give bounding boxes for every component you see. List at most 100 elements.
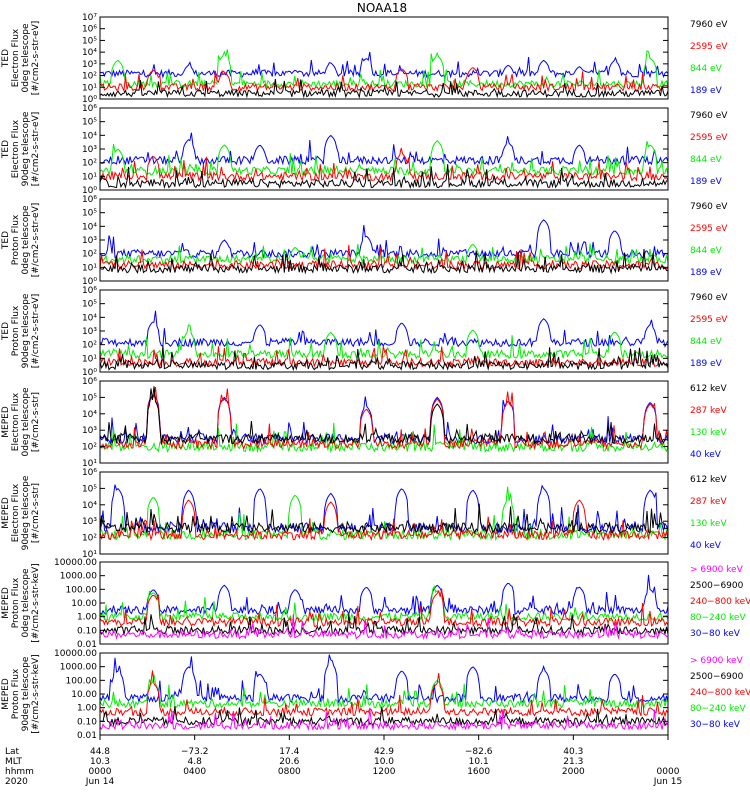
legend-entry: 2595 eV [690, 315, 728, 325]
legend-entry: 7960 eV [690, 293, 728, 303]
y-tick-label: 10000.00 [54, 558, 97, 568]
series-line--6900-kev [99, 614, 668, 641]
y-tick-label: 10000.00 [54, 649, 97, 659]
x-tick-label-date: Jun 14 [85, 777, 115, 787]
y-tick-label: 10⁶ [82, 377, 97, 387]
series-line-612-kev [99, 503, 669, 535]
legend-entry: 189 eV [690, 268, 723, 278]
y-tick-label: 10⁰ [82, 368, 97, 378]
legend-entry: 612 keV [690, 475, 727, 485]
series-line-189-ev [99, 310, 669, 349]
panel-8: 0.01 0.10 1.00 10.00 100.00 1000.00 10000.00 ME… [1, 649, 750, 741]
legend-entry: 30−80 keV [690, 720, 741, 730]
y-tick-label: 10¹ [82, 459, 97, 469]
y-axis-label: 0deg telescope [21, 387, 31, 457]
y-axis-label: 90deg telescope [21, 111, 31, 186]
legend-entry: 287 keV [690, 406, 727, 416]
legend-entry: 240−800 keV [690, 597, 750, 607]
y-axis-label: 90deg telescope [21, 293, 31, 368]
x-tick-label-lat: 40.3 [563, 747, 583, 757]
y-tick-label: 0.01 [77, 640, 97, 650]
y-tick-label: 100.00 [66, 676, 98, 686]
y-tick-label: 10⁶ [82, 25, 97, 35]
panel-4: 10⁰ 10¹ 10² 10³ 10⁴ 10⁵ 10⁶ TED Proton Flux 90deg… [1, 286, 728, 378]
y-tick-label: 1.00 [77, 704, 97, 714]
y-tick-label: 10⁵ [82, 393, 97, 403]
y-axis-label: Electron Flux [11, 28, 21, 87]
y-tick-label: 10⁵ [82, 300, 97, 310]
panel-2: 10⁰ 10¹ 10² 10³ 10⁴ 10⁵ 10⁶ TED Electron Flux 90d… [1, 104, 728, 196]
legend-entry: 7960 eV [690, 20, 728, 30]
series-line-7960-ev [99, 78, 669, 99]
series-line-7960-ev [99, 345, 669, 372]
y-axis-label: [#/cm2-s-str] [31, 392, 41, 452]
y-tick-label: 100.00 [66, 585, 98, 595]
series-line-189-ev [99, 51, 669, 79]
y-axis-label: MEPED [1, 678, 11, 710]
y-tick-label: 10⁴ [82, 48, 97, 58]
series-line-612-kev [99, 386, 669, 446]
x-tick-label-lat: 42.9 [374, 747, 394, 757]
y-axis-label: [#/cm2-s-str-keV] [31, 563, 41, 642]
y-axis-label: TED [1, 140, 11, 159]
y-tick-label: 10⁴ [82, 131, 97, 141]
legend-entry: 189 eV [690, 177, 723, 187]
y-tick-label: 10² [82, 250, 97, 260]
y-tick-label: 10⁰ [82, 95, 97, 105]
y-tick-label: 10¹ [82, 83, 97, 93]
series-line-7960-ev [99, 249, 669, 275]
y-tick-label: 10⁶ [82, 104, 97, 114]
y-axis-label: [#/cm2-s-str-eV] [31, 203, 41, 278]
series-line-240-800-kev [99, 588, 669, 628]
y-axis-label: Electron Flux [11, 483, 21, 542]
y-tick-label: 10.00 [71, 599, 97, 609]
series-line-7960-ev [99, 164, 669, 190]
legend-entry: 2595 eV [690, 224, 728, 234]
panel-frame [99, 471, 669, 555]
x-tick-label-lat: −73.2 [181, 747, 209, 757]
series-line-2595-ev [99, 147, 669, 183]
series-line-2595-ev [99, 67, 669, 93]
y-tick-label: 10¹ [82, 354, 97, 364]
legend-entry: > 6900 keV [690, 565, 744, 575]
y-tick-label: 10³ [82, 236, 97, 246]
x-tick-label-mlt: 10.1 [469, 757, 489, 767]
x-row-label: MLT [5, 757, 23, 767]
series-line-844-ev [99, 49, 669, 90]
legend-entry: 612 keV [690, 384, 727, 394]
y-tick-label: 10¹ [82, 172, 97, 182]
y-tick-label: 10³ [82, 327, 97, 337]
panel-frame [99, 198, 669, 282]
legend-entry: 130 keV [690, 428, 727, 438]
x-tick-label-mlt: 4.8 [188, 757, 203, 767]
y-tick-label: 10³ [82, 517, 97, 527]
y-tick-label: 10⁴ [82, 222, 97, 232]
y-axis-label: Electron Flux [11, 392, 21, 451]
y-axis-label: 90deg telescope [21, 475, 31, 550]
y-axis-label: Proton Flux [11, 214, 21, 265]
y-axis-label: 0deg telescope [21, 205, 31, 275]
legend-entry: 189 eV [690, 359, 723, 369]
x-tick-label-mlt: 20.6 [279, 757, 299, 767]
y-tick-label: 0.01 [77, 731, 97, 741]
y-axis-label: TED [1, 322, 11, 341]
x-row-label: Lat [5, 747, 20, 757]
y-tick-label: 10⁰ [82, 186, 97, 196]
legend-entry: 844 eV [690, 246, 723, 256]
x-tick-label-lat: 44.8 [90, 747, 110, 757]
y-axis-label: [#/cm2-s-str-eV] [31, 294, 41, 369]
x-tick-label-hhmm: 1200 [373, 767, 396, 777]
y-axis-label: MEPED [1, 587, 11, 619]
y-tick-label: 10² [82, 159, 97, 169]
series-line-40-kev [99, 394, 669, 446]
series-line-30-80-kev [99, 574, 669, 616]
series-line-844-ev [99, 140, 669, 177]
y-axis-label: TED [1, 231, 11, 250]
legend-entry: 844 eV [690, 64, 723, 74]
y-tick-label: 1000.00 [60, 663, 97, 673]
y-tick-label: 10⁶ [82, 195, 97, 205]
y-axis-label: 0deg telescope [21, 568, 31, 638]
panel-7: 0.01 0.10 1.00 10.00 100.00 1000.00 10000.00 ME… [1, 558, 750, 650]
